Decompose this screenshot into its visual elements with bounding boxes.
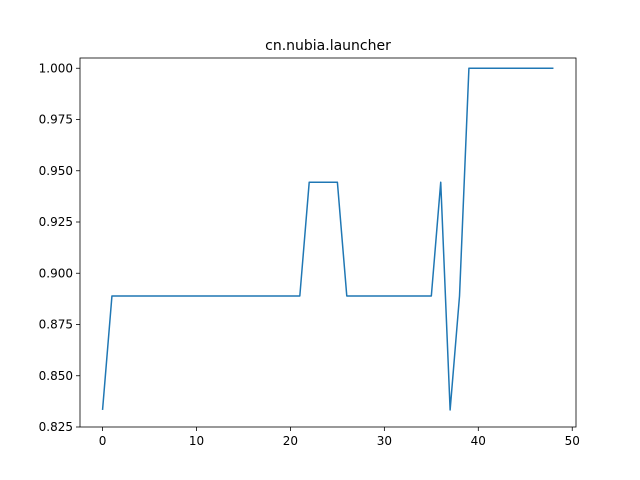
y-tick-label: 1.000	[39, 61, 73, 75]
y-tick-label: 0.925	[39, 215, 73, 229]
y-tick-label: 0.850	[39, 369, 73, 383]
x-tick-label: 50	[565, 434, 580, 448]
axes-frame	[79, 57, 577, 428]
x-tick-label: 20	[283, 434, 298, 448]
y-tick-label: 0.900	[39, 266, 73, 280]
y-tick-label: 0.875	[39, 318, 73, 332]
x-tick-label: 10	[189, 434, 204, 448]
x-tick-label: 40	[471, 434, 486, 448]
x-tick-label: 30	[377, 434, 392, 448]
x-tick-label: 0	[99, 434, 107, 448]
chart-title: cn.nubia.launcher	[265, 38, 391, 54]
y-tick-label: 0.825	[39, 420, 73, 434]
series-line-0	[101, 67, 554, 411]
y-tick-label: 0.975	[39, 113, 73, 127]
plot-area: 0 10 20 30 40 50 0.825 0.850 0.875 0.900 0.925 0.95…	[39, 57, 580, 448]
y-tick-label: 0.950	[39, 164, 73, 178]
